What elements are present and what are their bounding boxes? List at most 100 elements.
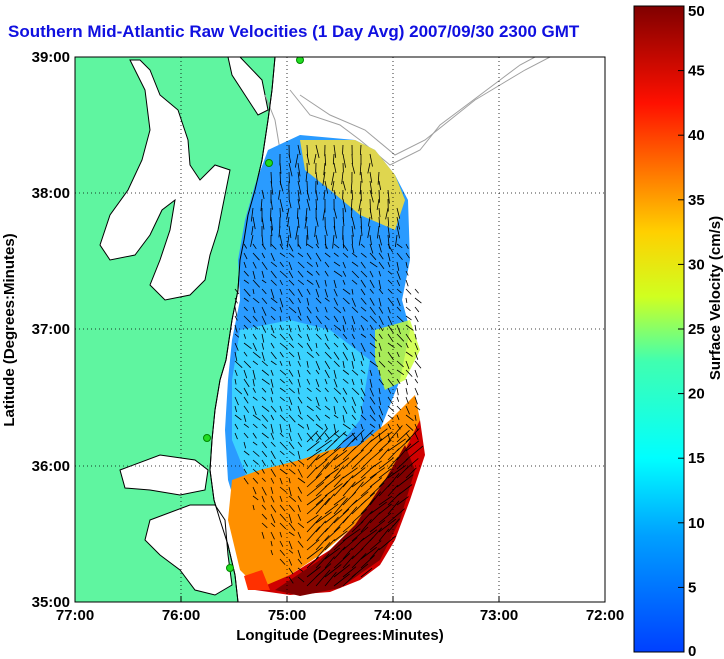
velocity-arrow bbox=[324, 468, 339, 479]
velocity-arrow bbox=[288, 468, 296, 475]
velocity-arrow bbox=[360, 414, 367, 421]
station-marker bbox=[226, 564, 234, 572]
velocity-arrow bbox=[333, 476, 344, 488]
velocity-arrow bbox=[324, 333, 329, 342]
velocity-arrow bbox=[288, 486, 292, 497]
velocity-arrow bbox=[360, 546, 377, 560]
velocity-arrow bbox=[387, 279, 393, 285]
x-tick-label: 76:00 bbox=[162, 607, 200, 624]
velocity-arrow bbox=[351, 509, 367, 524]
velocity-arrow bbox=[414, 369, 418, 378]
velocity-arrow bbox=[369, 467, 386, 479]
velocity-arrow bbox=[252, 243, 257, 250]
velocity-arrow bbox=[279, 324, 283, 331]
velocity-arrow bbox=[315, 569, 331, 587]
velocity-arrow bbox=[387, 243, 394, 253]
velocity-arrow bbox=[270, 369, 274, 376]
velocity-arrow bbox=[342, 324, 345, 332]
velocity-arrow bbox=[243, 351, 248, 357]
velocity-arrow bbox=[315, 270, 320, 276]
velocity-arrow bbox=[315, 542, 331, 560]
velocity-arrow bbox=[333, 539, 346, 551]
velocity-arrow bbox=[270, 414, 275, 421]
velocity-arrow bbox=[261, 369, 270, 376]
velocity-arrow bbox=[360, 519, 372, 533]
velocity-arrow bbox=[234, 342, 239, 351]
velocity-arrow bbox=[387, 225, 390, 238]
velocity-arrow bbox=[333, 508, 350, 524]
velocity-arrow bbox=[378, 279, 382, 290]
velocity-arrow bbox=[261, 333, 265, 343]
velocity-arrow bbox=[297, 468, 303, 478]
velocity-arrow bbox=[315, 485, 327, 497]
velocity-arrow bbox=[360, 270, 368, 278]
velocity-arrow bbox=[324, 539, 335, 551]
x-tick-labels: 77:00 76:00 75:00 74:00 73:00 72:00 bbox=[56, 607, 624, 624]
velocity-arrow bbox=[279, 198, 284, 213]
velocity-arrow bbox=[270, 252, 275, 261]
velocity-arrow bbox=[396, 279, 401, 287]
velocity-arrow bbox=[243, 270, 249, 277]
velocity-arrow bbox=[396, 369, 405, 376]
velocity-arrow bbox=[369, 547, 380, 560]
velocity-arrow bbox=[378, 512, 392, 524]
velocity-arrow bbox=[369, 306, 376, 315]
colorbar-tick-label: 20 bbox=[688, 386, 705, 403]
velocity-arrow bbox=[279, 261, 284, 268]
velocity-arrow bbox=[288, 306, 297, 314]
velocity-arrow bbox=[396, 315, 404, 323]
velocity-arrow bbox=[414, 360, 422, 369]
velocity-arrow bbox=[297, 306, 302, 316]
velocity-arrow bbox=[297, 351, 301, 360]
velocity-arrow bbox=[288, 333, 294, 341]
albemarle-sound bbox=[119, 454, 209, 496]
velocity-arrow bbox=[350, 180, 353, 194]
velocity-arrow bbox=[369, 369, 373, 377]
velocity-arrow bbox=[333, 530, 348, 542]
velocity-arrow bbox=[279, 441, 287, 450]
colorbar-tick-label: 0 bbox=[688, 643, 696, 659]
velocity-arrow bbox=[315, 360, 321, 370]
velocity-arrow bbox=[270, 297, 278, 304]
velocity-arrow bbox=[306, 378, 311, 385]
velocity-arrow bbox=[270, 450, 276, 459]
velocity-arrow bbox=[396, 351, 400, 358]
velocity-arrow bbox=[324, 493, 335, 506]
velocity-arrow bbox=[306, 473, 323, 488]
velocity-arrow bbox=[279, 477, 283, 485]
velocity-arrow bbox=[333, 306, 342, 314]
velocity-arrow bbox=[306, 432, 314, 441]
velocity-arrow bbox=[378, 180, 382, 191]
velocity-arrow bbox=[252, 360, 259, 366]
velocity-arrow bbox=[315, 527, 329, 542]
velocity-arrow bbox=[315, 535, 330, 551]
velocity-arrow bbox=[359, 207, 362, 218]
velocity-arrow bbox=[376, 198, 380, 210]
velocity-arrow bbox=[351, 414, 357, 420]
velocity-arrow bbox=[297, 531, 302, 539]
velocity-arrow bbox=[378, 315, 384, 325]
velocity-arrow bbox=[360, 465, 375, 479]
velocity-arrow bbox=[351, 162, 356, 174]
velocity-arrow bbox=[288, 549, 294, 554]
x-tick-label: 74:00 bbox=[374, 607, 412, 624]
velocity-arrow bbox=[351, 216, 356, 230]
velocity-arrow bbox=[297, 441, 303, 448]
velocity-arrow bbox=[387, 500, 400, 515]
velocity-arrow bbox=[367, 225, 371, 238]
velocity-arrow bbox=[288, 387, 295, 394]
velocity-arrow bbox=[405, 387, 408, 395]
velocity-arrow bbox=[279, 468, 288, 475]
velocity-arrow bbox=[315, 511, 332, 524]
velocity-arrow bbox=[315, 414, 321, 421]
velocity-arrow bbox=[342, 306, 346, 312]
velocity-arrow bbox=[243, 342, 252, 350]
velocity-arrows bbox=[234, 144, 424, 587]
velocity-arrow bbox=[342, 243, 349, 252]
velocity-arrow bbox=[333, 378, 338, 388]
velocity-arrow bbox=[252, 450, 260, 457]
velocity-arrow bbox=[405, 414, 414, 422]
velocity-arrow bbox=[351, 499, 367, 515]
velocity-arrow bbox=[342, 506, 358, 524]
x-tick-label: 72:00 bbox=[586, 607, 624, 624]
